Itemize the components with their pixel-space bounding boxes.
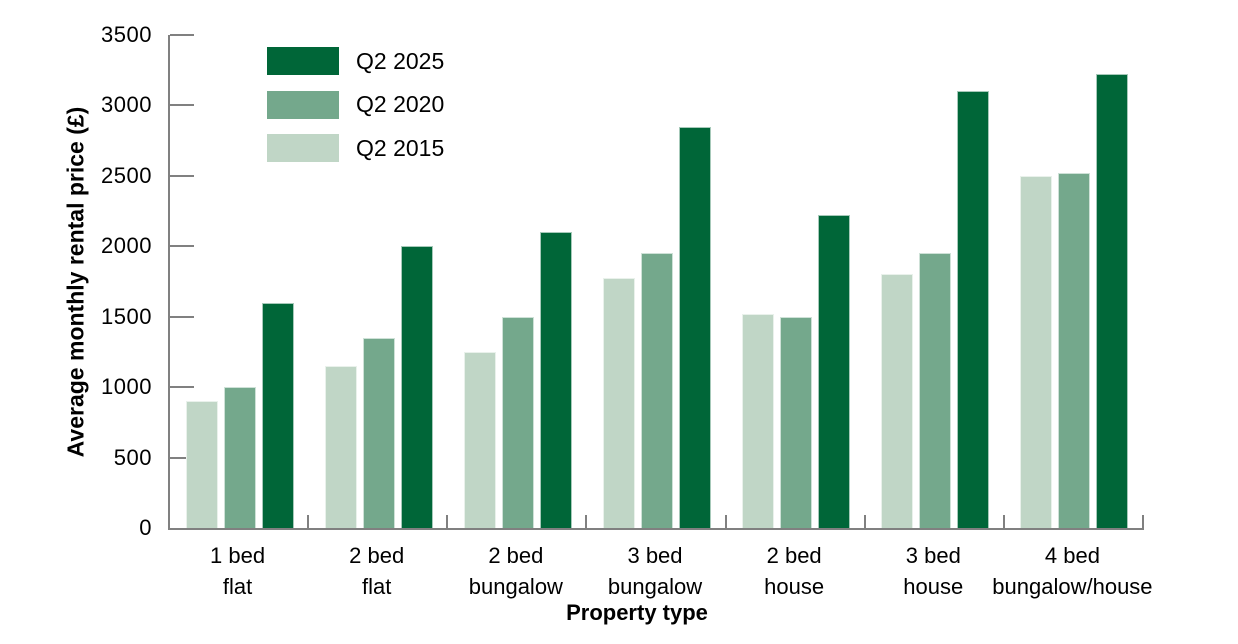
y-tick-label: 500: [113, 444, 152, 470]
bar-q2-2025: [678, 126, 711, 528]
bar-q2-2020: [362, 337, 395, 528]
x-category-label-line: 2 bed: [349, 543, 405, 568]
y-tick-label: 0: [139, 515, 152, 540]
y-tick: [170, 456, 194, 459]
bar-q2-2025: [400, 246, 433, 528]
bar-group: [1020, 35, 1129, 528]
x-category-label-line: flat: [362, 574, 392, 599]
x-boundary-tick: [446, 515, 448, 528]
bar-group: [742, 35, 851, 528]
bar-q2-2025: [261, 302, 294, 528]
x-category-label-line: 3 bed: [627, 543, 683, 568]
bar-group: [463, 35, 572, 528]
x-boundary-tick: [585, 515, 587, 528]
y-tick: [170, 386, 194, 389]
y-tick-label: 3000: [101, 92, 152, 118]
x-category-label: 1 bed flat: [128, 540, 348, 602]
bar-group: [324, 35, 433, 528]
plot-area: [168, 34, 1144, 530]
legend-swatch: [267, 134, 339, 163]
x-category-label: 2 bed house: [684, 540, 904, 602]
bar-q2-2020: [640, 253, 673, 528]
x-category-label-line: 3 bed: [905, 543, 961, 568]
x-boundary-tick: [1003, 515, 1005, 528]
x-boundary-tick: [725, 515, 727, 528]
bar-q2-2025: [539, 232, 572, 528]
bar-q2-2015: [463, 351, 496, 528]
x-category-label-line: bungalow/house: [992, 574, 1153, 599]
x-category-label: 2 bed bungalow: [406, 540, 626, 602]
bar-group: [185, 35, 294, 528]
x-category-label: 2 bed flat: [267, 540, 487, 602]
y-tick-label: 1500: [101, 303, 152, 329]
legend-label: Q2 2015: [356, 134, 445, 161]
y-tick-label: 1000: [101, 374, 152, 400]
x-category-label-line: 2 bed: [766, 543, 822, 568]
y-tick-label: 3500: [101, 22, 152, 47]
legend-item: Q2 2015: [267, 134, 445, 163]
x-category-label-line: bungalow: [607, 574, 703, 599]
x-category-label: 3 bed bungalow: [545, 540, 765, 602]
bar-q2-2020: [1058, 173, 1091, 528]
x-category-label-line: bungalow: [468, 574, 563, 599]
legend-swatch: [267, 90, 339, 119]
legend-label: Q2 2020: [356, 91, 445, 118]
bar-group: [602, 35, 711, 528]
bar-q2-2015: [742, 313, 775, 528]
x-category-label-line: house: [903, 574, 964, 599]
bar-q2-2025: [818, 215, 851, 528]
y-tick-label: 2500: [101, 162, 152, 188]
bar-group: [881, 35, 990, 528]
y-tick: [170, 245, 194, 248]
bar-q2-2020: [223, 387, 256, 528]
x-category-label-line: 2 bed: [488, 543, 544, 568]
legend-item: Q2 2020: [267, 90, 445, 119]
legend-item: Q2 2025: [267, 47, 444, 75]
x-category-label-line: flat: [222, 574, 253, 599]
x-category-label-line: house: [764, 574, 825, 599]
x-category-label: 3 bed house: [823, 540, 1043, 602]
y-tick: [170, 174, 194, 177]
y-tick: [170, 315, 194, 318]
y-tick: [170, 34, 194, 36]
x-axis-title: Property type: [566, 600, 708, 625]
bar-q2-2020: [919, 253, 952, 528]
bar-q2-2020: [501, 316, 534, 528]
x-category-label-line: 1 bed: [210, 543, 266, 568]
bar-q2-2015: [881, 274, 914, 528]
y-tick: [170, 104, 194, 107]
bar-q2-2020: [780, 316, 813, 528]
bar-q2-2025: [957, 91, 990, 528]
bar-q2-2025: [1096, 74, 1129, 528]
bar-q2-2015: [602, 277, 635, 528]
x-category-label-line: 4 bed: [1044, 543, 1100, 568]
x-boundary-tick: [307, 515, 309, 528]
bar-q2-2015: [185, 401, 218, 528]
legend-label: Q2 2025: [356, 47, 445, 74]
y-axis-title: Average monthly rental price (£): [62, 106, 89, 458]
x-category-label: 4 bed bungalow/house: [962, 540, 1182, 602]
x-boundary-tick: [1142, 515, 1144, 528]
bar-q2-2015: [1020, 175, 1053, 528]
legend-swatch: [267, 47, 339, 75]
bar-q2-2015: [324, 366, 357, 528]
x-boundary-tick: [864, 515, 866, 528]
y-tick-label: 2000: [101, 233, 152, 259]
